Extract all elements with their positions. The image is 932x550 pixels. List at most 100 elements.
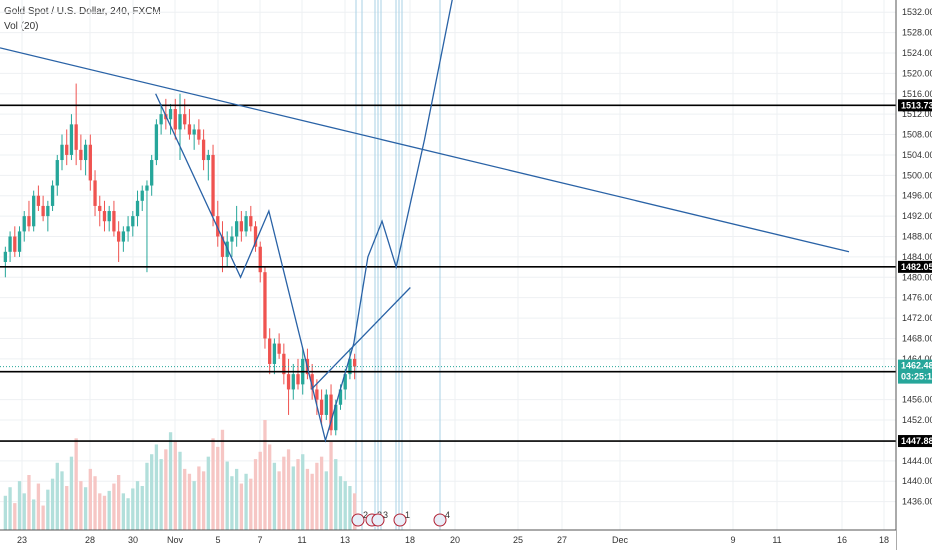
volume-bar bbox=[253, 459, 258, 530]
volume-bar bbox=[154, 444, 159, 530]
volume-bar bbox=[234, 468, 239, 530]
candle-body bbox=[338, 389, 343, 405]
candle-body bbox=[131, 216, 135, 227]
volume-bar bbox=[13, 503, 17, 530]
candle-body bbox=[98, 205, 102, 212]
candle-body bbox=[32, 195, 36, 227]
trendline bbox=[0, 47, 850, 253]
volume-bar bbox=[145, 462, 149, 530]
volume-bar bbox=[32, 499, 36, 530]
time-tick-label: 28 bbox=[85, 535, 95, 545]
volume-bar bbox=[244, 473, 248, 530]
candle-body bbox=[126, 226, 130, 232]
candle-body bbox=[102, 211, 107, 222]
price-tick-label: 1504.00 bbox=[902, 150, 932, 160]
event-flag-icon bbox=[433, 513, 447, 527]
price-tick-label: 1528.00 bbox=[902, 28, 932, 38]
symbol-source: FXCM bbox=[132, 6, 161, 17]
volume-bar bbox=[296, 459, 300, 530]
volume-bar bbox=[150, 454, 154, 530]
candle-body bbox=[324, 394, 328, 415]
volume-bar bbox=[126, 498, 130, 530]
last-price-label: 1462.48 bbox=[901, 361, 932, 371]
volume-bar bbox=[98, 493, 102, 530]
volume-bar bbox=[168, 432, 173, 530]
time-tick-label: 20 bbox=[450, 535, 460, 545]
candle-body bbox=[258, 246, 262, 273]
volume-bar bbox=[225, 461, 229, 530]
volume-bar bbox=[230, 476, 234, 530]
price-tick-label: 1476.00 bbox=[902, 293, 932, 303]
volume-bar bbox=[107, 490, 111, 530]
price-tick-label: 1520.00 bbox=[902, 68, 932, 78]
volume-bar bbox=[131, 488, 135, 530]
volume-bar bbox=[36, 483, 41, 530]
candle-body bbox=[192, 129, 196, 135]
projection-path bbox=[155, 0, 453, 443]
volume-bar bbox=[352, 493, 357, 530]
volume-bar bbox=[348, 486, 352, 530]
candle-body bbox=[41, 205, 45, 217]
volume-bar bbox=[310, 473, 314, 530]
volume-bar bbox=[315, 462, 319, 530]
time-tick-label: 18 bbox=[405, 535, 415, 545]
candle-body bbox=[154, 124, 159, 161]
volume-bar bbox=[319, 456, 324, 530]
time-tick-label: Nov bbox=[167, 535, 184, 545]
event-flag-icon bbox=[393, 513, 407, 527]
volume-bar bbox=[206, 456, 210, 530]
symbol-name: Gold Spot / U.S. Dollar bbox=[4, 6, 105, 17]
candles bbox=[3, 83, 357, 436]
price-tick-label: 1512.00 bbox=[902, 109, 932, 119]
volume-bar bbox=[22, 493, 26, 530]
volume-bar bbox=[187, 473, 192, 530]
volume-bar bbox=[291, 466, 295, 530]
volume-bar bbox=[69, 456, 74, 530]
time-tick-label: 11 bbox=[772, 535, 781, 545]
volume-bar bbox=[263, 420, 267, 530]
time-tick-label: 5 bbox=[215, 535, 220, 545]
price-tick-label: 1468.00 bbox=[902, 333, 932, 343]
candle-body bbox=[121, 231, 126, 242]
last-price-tag bbox=[898, 359, 932, 384]
volume-bar bbox=[249, 478, 253, 530]
price-tick-label: 1488.00 bbox=[902, 232, 932, 242]
time-tick-label: 25 bbox=[513, 535, 523, 545]
time-tick-label: 27 bbox=[557, 535, 567, 545]
price-tick-label: 1480.00 bbox=[902, 272, 932, 282]
event-count: 3 bbox=[383, 510, 388, 520]
candle-body bbox=[13, 236, 17, 252]
volume-bar bbox=[268, 444, 272, 530]
time-tick-label: 13 bbox=[340, 535, 350, 545]
candle-body bbox=[253, 226, 258, 247]
volume-bar bbox=[83, 487, 88, 530]
candle-body bbox=[216, 216, 220, 237]
volume-bar bbox=[239, 483, 244, 530]
candle-body bbox=[88, 144, 92, 181]
volume-bar bbox=[88, 468, 92, 530]
candle-body bbox=[291, 374, 295, 390]
candle-body bbox=[234, 221, 239, 237]
volume-indicator-label[interactable]: Vol (20) bbox=[4, 21, 39, 32]
event-count: 2 bbox=[363, 510, 368, 520]
volume-bar bbox=[41, 505, 45, 530]
candle-body bbox=[239, 221, 244, 232]
event-flag-icon bbox=[351, 513, 365, 527]
candle-body bbox=[46, 205, 50, 217]
price-tick-label: 1532.00 bbox=[902, 7, 932, 17]
symbol-title[interactable]: Gold Spot / U.S. Dollar, 240, FXCM bbox=[4, 6, 161, 17]
candle-body bbox=[187, 124, 192, 135]
volume-bar bbox=[183, 468, 187, 530]
candle-body bbox=[27, 216, 31, 227]
candle-body bbox=[352, 358, 357, 367]
candle-body bbox=[329, 394, 333, 431]
volume-bar bbox=[201, 471, 206, 530]
event-marker: 1 bbox=[393, 510, 410, 527]
volume-bar bbox=[324, 471, 328, 530]
candle-body bbox=[74, 124, 78, 150]
volume-bar bbox=[329, 442, 333, 530]
candle-body bbox=[168, 109, 173, 120]
candle-body bbox=[183, 114, 187, 125]
volume-bar bbox=[334, 459, 338, 530]
